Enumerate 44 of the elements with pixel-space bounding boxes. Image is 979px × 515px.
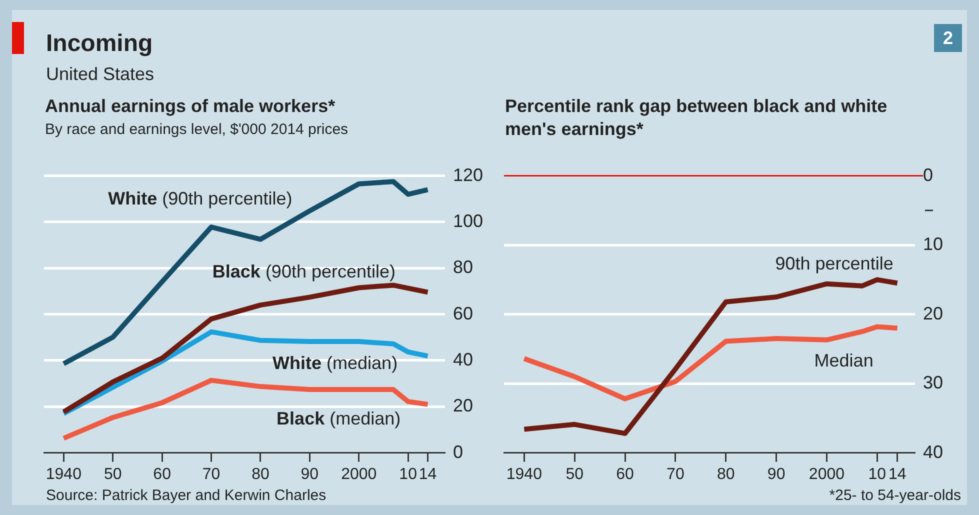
y-tick-label: 0 xyxy=(922,164,933,185)
x-tick-label: 10 xyxy=(868,466,886,483)
y-tick-label: 40 xyxy=(922,442,944,462)
x-tick-label: 70 xyxy=(666,466,684,483)
x-tick-label: 90 xyxy=(767,466,786,483)
x-tick-label: 80 xyxy=(252,466,270,483)
y-tick-label: 20 xyxy=(452,396,473,416)
x-tick-label: 50 xyxy=(566,466,584,483)
chart-title: Annual earnings of male workers* xyxy=(45,95,336,118)
x-tick-label: 1940 xyxy=(46,466,82,483)
source-note: Source: Patrick Bayer and Kerwin Charles xyxy=(46,487,326,504)
series-label: White (median) xyxy=(272,353,398,374)
chart-subtitle: By race and earnings level, $'000 2014 prices xyxy=(45,121,350,138)
text: Incoming xyxy=(46,30,153,58)
series-label: Black (median) xyxy=(276,408,401,429)
x-tick-label: 60 xyxy=(153,466,172,483)
y-tick-label: 20 xyxy=(922,303,944,324)
x-tick-label: 1940 xyxy=(506,466,542,483)
x-tick-label: 80 xyxy=(716,466,735,483)
text: 2 xyxy=(934,24,962,52)
series-label: Median xyxy=(814,350,874,370)
series-label: 90th percentile xyxy=(775,253,894,274)
text: United States xyxy=(46,64,154,85)
y-tick-label: 60 xyxy=(452,303,473,324)
x-tick-label: 14 xyxy=(418,466,437,483)
x-tick-label: 10 xyxy=(399,466,418,483)
x-tick-label: 2000 xyxy=(341,466,377,483)
y-tick-label: 120 xyxy=(452,164,484,185)
x-tick-label: 60 xyxy=(616,466,634,483)
x-tick-label: 50 xyxy=(104,466,122,483)
text: *25- to 54-year-olds xyxy=(829,487,961,504)
y-tick-label: 100 xyxy=(452,210,484,231)
x-tick-label: 90 xyxy=(300,466,319,483)
y-tick-label: 80 xyxy=(452,257,473,278)
x-tick-label: 2000 xyxy=(808,466,845,483)
y-tick-label: 30 xyxy=(922,372,944,393)
x-tick-label: 70 xyxy=(202,466,220,483)
y-tick-label: 0 xyxy=(452,442,463,462)
x-tick-label: 14 xyxy=(888,466,906,483)
series-label: Black (90th percentile) xyxy=(212,262,396,282)
chart-title: Percentile rank gap between black and white men's earnings* xyxy=(505,95,888,141)
y-tick-label: 10 xyxy=(922,234,944,254)
series-label: White (90th percentile) xyxy=(108,188,292,208)
y-tick-label: 40 xyxy=(452,349,473,370)
